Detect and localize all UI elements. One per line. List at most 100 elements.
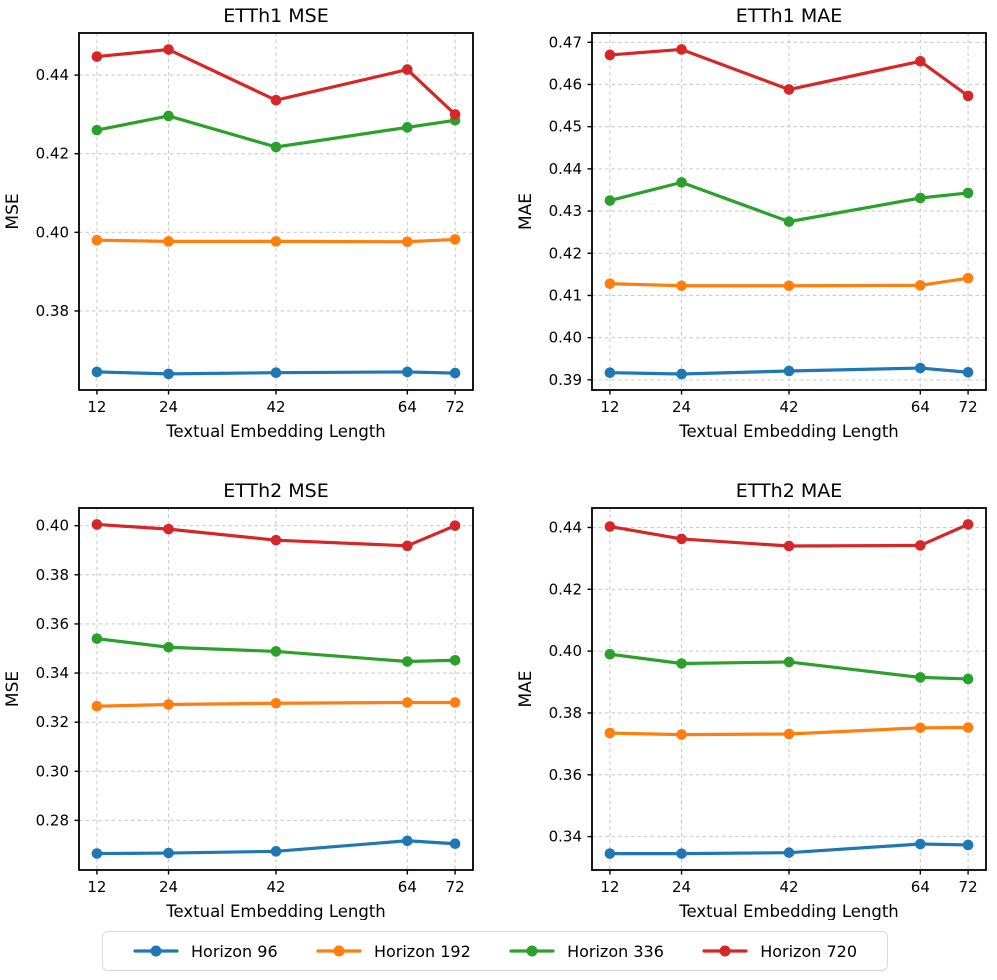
x-tick-label: 12 [87, 878, 106, 896]
series-horizon-192 [91, 234, 461, 248]
series-horizon-96 [91, 366, 461, 380]
data-point-marker [91, 519, 103, 530]
series-horizon-720 [91, 44, 461, 120]
y-axis-label: MAE [516, 670, 536, 707]
data-point-marker [915, 722, 926, 734]
data-point-marker [676, 368, 687, 380]
data-point-marker [449, 654, 461, 666]
tick-marks [587, 41, 969, 395]
data-point-marker [962, 366, 974, 378]
data-point-marker [91, 51, 103, 62]
data-point-marker [270, 697, 282, 709]
data-point-marker [915, 362, 926, 374]
legend: Horizon 96 Horizon 192 Horizon 336 Horizon … [102, 931, 888, 971]
x-tick-label: 24 [159, 398, 178, 416]
x-tick-label: 12 [87, 398, 106, 416]
chart-etth2-mae: 12 24 42 64 72 0.34 0.36 0.38 0.40 0.42 0.44 ETTh2 … [516, 480, 987, 921]
x-axis-label: Textual Embedding Length [678, 902, 899, 920]
data-point-marker [962, 519, 974, 530]
series-horizon-336 [604, 648, 974, 685]
data-point-marker [604, 521, 616, 532]
chart-cell-etth1-mse: 12 24 42 64 72 0.38 0.40 0.42 0.44 ETTh1 MSE Textu… [0, 0, 498, 455]
gridlines [79, 508, 473, 870]
data-point-marker [962, 673, 974, 685]
data-point-marker [402, 366, 413, 378]
tick-marks [587, 526, 969, 875]
legend-item-horizon-192: Horizon 192 [316, 942, 471, 961]
data-point-marker [270, 534, 282, 546]
y-tick-label: 0.45 [549, 118, 582, 136]
data-point-marker [604, 49, 616, 61]
data-point-marker [91, 700, 103, 712]
data-point-marker [91, 848, 103, 859]
y-tick-label: 0.42 [549, 580, 582, 598]
y-tick-label: 0.42 [549, 244, 582, 262]
data-point-marker [402, 697, 413, 708]
data-point-marker [449, 520, 461, 531]
legend-line-marker-icon [509, 945, 555, 957]
data-point-marker [163, 110, 174, 122]
tick-marks [74, 74, 456, 395]
data-point-marker [783, 656, 795, 668]
y-tick-label: 0.43 [549, 202, 582, 220]
legend-label: Horizon 192 [373, 941, 471, 961]
y-tick-label: 0.40 [36, 517, 69, 535]
legend-line-marker-icon [316, 945, 362, 957]
series-horizon-96 [604, 362, 974, 380]
legend-label: Horizon 720 [760, 941, 857, 961]
data-point-marker [676, 848, 687, 859]
x-axis-label: Textual Embedding Length [165, 902, 386, 920]
data-point-marker [915, 55, 926, 67]
data-point-marker [962, 272, 974, 284]
data-point-marker [915, 838, 926, 850]
data-point-marker [604, 648, 616, 660]
data-point-marker [270, 94, 282, 106]
legend-line-marker-icon [702, 945, 748, 957]
data-point-marker [676, 280, 687, 292]
data-point-marker [676, 177, 687, 188]
data-point-marker [915, 280, 926, 291]
data-point-marker [604, 278, 616, 289]
data-point-marker [449, 109, 461, 120]
series-horizon-720 [604, 519, 974, 552]
data-point-marker [449, 367, 461, 379]
tick-marks [74, 524, 456, 875]
y-tick-label: 0.46 [549, 75, 582, 93]
x-tick-label: 12 [600, 398, 619, 416]
y-tick-label: 0.42 [36, 145, 69, 163]
y-axis-label: MSE [3, 671, 23, 707]
data-point-marker [915, 672, 926, 683]
y-axis-label: MAE [516, 193, 536, 230]
data-point-marker [91, 366, 103, 378]
chart-etth2-mse: 12 24 42 64 72 0.28 0.30 0.32 0.34 0.36 0.38 0.40 ET… [3, 480, 474, 921]
data-point-marker [604, 195, 616, 206]
legend-item-horizon-336: Horizon 336 [509, 942, 664, 961]
y-tick-label: 0.44 [549, 518, 582, 536]
data-point-marker [402, 540, 413, 552]
chart-etth1-mae: 12 24 42 64 72 0.39 0.40 0.41 0.42 0.43 0.44 0.45 0.… [516, 5, 987, 441]
data-point-marker [962, 90, 974, 102]
data-point-marker [962, 839, 974, 851]
data-point-marker [270, 367, 282, 379]
x-tick-label: 72 [959, 878, 978, 896]
data-point-marker [962, 722, 974, 733]
y-tick-label: 0.41 [549, 286, 582, 304]
series-horizon-96 [91, 835, 461, 859]
legend-label: Horizon 336 [567, 941, 664, 961]
data-point-marker [915, 540, 926, 551]
data-point-marker [783, 847, 795, 858]
data-point-marker [962, 187, 974, 199]
gridlines [79, 33, 473, 390]
data-point-marker [402, 122, 413, 133]
data-point-marker [783, 365, 795, 377]
legend-label: Horizon 96 [191, 941, 278, 961]
chart-title: ETTh1 MSE [223, 5, 329, 27]
y-tick-label: 0.38 [36, 302, 69, 320]
chart-title: ETTh2 MAE [736, 480, 842, 502]
x-tick-label: 12 [600, 878, 619, 896]
data-point-marker [449, 838, 461, 850]
x-tick-label: 72 [959, 398, 978, 416]
data-point-marker [163, 236, 174, 247]
data-point-marker [402, 236, 413, 248]
